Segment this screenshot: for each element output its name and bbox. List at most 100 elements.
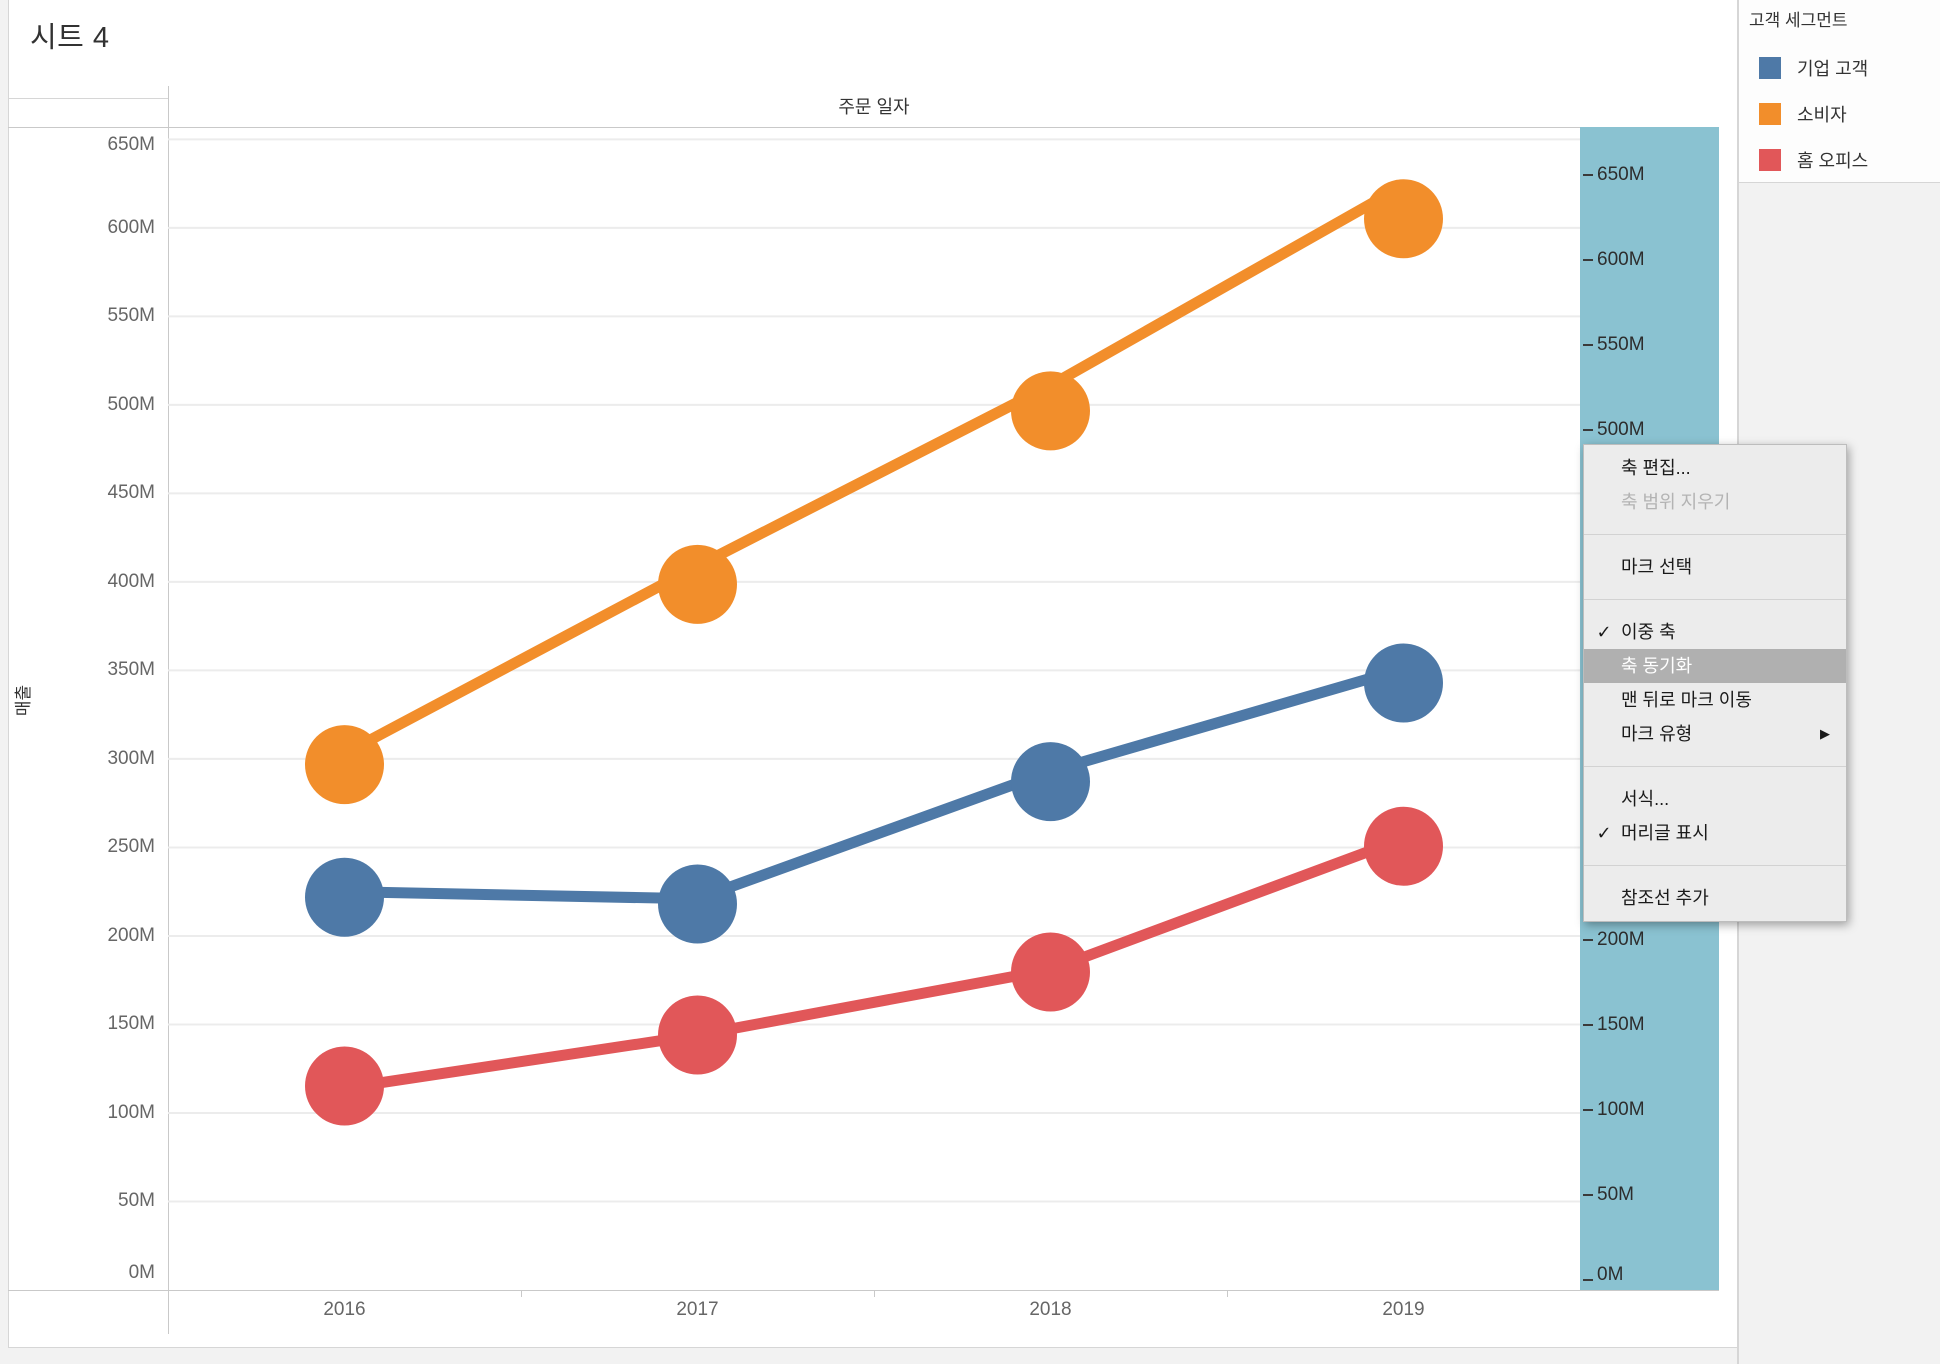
x-axis-line	[8, 1290, 1719, 1291]
menu-separator	[1584, 865, 1846, 866]
sheet-title: 시트 4	[30, 22, 110, 54]
right-axis-tick	[1583, 1109, 1593, 1111]
left-axis: 0M 50M 100M 150M 200M 250M 300M 350M 400M 450M 500…	[0, 0, 160, 1364]
legend-title: 고객 세그먼트	[1749, 11, 1848, 30]
right-axis-tick	[1583, 259, 1593, 261]
circle-mark-소비자-2019[interactable]	[1364, 179, 1443, 259]
menu-item-mark-type[interactable]: 마크 유형 ▶	[1584, 717, 1846, 751]
menu-item-label: 마크 선택	[1621, 557, 1693, 577]
legend-item-corporate[interactable]: 기업 고객	[1739, 51, 1939, 85]
right-axis-tick	[1583, 174, 1593, 176]
menu-item-add-reference-line[interactable]: 참조선 추가	[1584, 881, 1846, 915]
menu-item-label: 축 편집...	[1621, 458, 1691, 478]
legend-swatch-0	[1759, 57, 1781, 79]
menu-separator	[1584, 766, 1846, 767]
x-axis-tick-label: 2016	[323, 1299, 366, 1320]
right-axis-tick-label: 150M	[1597, 1014, 1645, 1035]
left-axis-tick-label: 550M	[107, 305, 155, 327]
left-axis-tick-label: 300M	[107, 747, 155, 769]
worksheet-bottom-border	[8, 1347, 1737, 1348]
right-axis-tick-label: 650M	[1597, 164, 1645, 185]
left-pane-border	[8, 0, 9, 1347]
legend-item-label: 소비자	[1797, 105, 1847, 125]
legend-card: 고객 세그먼트 기업 고객 소비자 홈 오피스	[1739, 0, 1940, 183]
x-axis-tick-label: 2017	[676, 1299, 719, 1320]
menu-item-label: 마크 유형	[1621, 724, 1693, 744]
legend-swatch-2	[1759, 149, 1781, 171]
legend-item-consumer[interactable]: 소비자	[1739, 97, 1939, 131]
right-axis-tick-label: 200M	[1597, 929, 1645, 950]
circle-mark-홈 오피스-2019[interactable]	[1364, 806, 1443, 886]
left-axis-tick-label: 200M	[107, 924, 155, 946]
context-menu: 축 편집... 축 범위 지우기 마크 선택 ✓ 이중 축 축 동기화 맨 뒤로…	[1583, 444, 1847, 922]
menu-item-synchronize-axis[interactable]: 축 동기화	[1584, 649, 1846, 683]
menu-item-select-marks[interactable]: 마크 선택	[1584, 550, 1846, 584]
right-axis-tick-label: 100M	[1597, 1099, 1645, 1120]
left-axis-tick-label: 500M	[107, 393, 155, 415]
circle-mark-홈 오피스-2018[interactable]	[1011, 932, 1090, 1012]
line-mark-홈 오피스[interactable]	[339, 833, 1409, 1094]
circle-mark-홈 오피스-2016[interactable]	[305, 1046, 384, 1126]
left-axis-tick-label: 450M	[107, 482, 155, 504]
left-axis-tick-label: 250M	[107, 836, 155, 858]
right-axis-tick	[1583, 344, 1593, 346]
menu-item-edit-axis[interactable]: 축 편집...	[1584, 451, 1846, 485]
menu-item-label: 축 동기화	[1621, 656, 1693, 676]
plot-area	[168, 138, 1580, 1203]
menu-separator	[1584, 599, 1846, 600]
worksheet-surface	[8, 0, 1737, 1347]
circle-mark-소비자-2018[interactable]	[1011, 371, 1090, 451]
menu-item-label: 축 범위 지우기	[1621, 492, 1731, 512]
left-axis-tick-label: 0M	[128, 1262, 155, 1283]
circle-mark-소비자-2016[interactable]	[305, 725, 384, 805]
circle-mark-기업 고객-2018[interactable]	[1011, 742, 1090, 822]
line-mark-기업 고객[interactable]	[339, 663, 1409, 905]
right-axis-tick-label: 50M	[1597, 1184, 1634, 1205]
circle-mark-기업 고객-2016[interactable]	[305, 857, 384, 937]
plot-top-border	[8, 127, 1719, 128]
menu-item-label: 머리글 표시	[1621, 823, 1709, 843]
menu-separator	[1584, 534, 1846, 535]
column-header: 주문 일자	[838, 97, 910, 117]
right-axis-tick-label: 0M	[1597, 1264, 1624, 1285]
left-axis-tick-label: 100M	[107, 1101, 155, 1123]
x-axis-boundary-tick	[1227, 1290, 1228, 1297]
submenu-arrow-icon: ▶	[1820, 726, 1830, 741]
legend-swatch-1	[1759, 103, 1781, 125]
circle-mark-기업 고객-2017[interactable]	[658, 864, 737, 944]
left-axis-border	[168, 86, 169, 1334]
right-axis-tick-label: 600M	[1597, 249, 1645, 270]
left-axis-tick-label: 600M	[107, 216, 155, 238]
right-axis-tick-label: 550M	[1597, 334, 1645, 355]
menu-item-label: 이중 축	[1621, 622, 1676, 642]
left-axis-tick-label: 50M	[118, 1190, 155, 1212]
right-axis-tick	[1583, 939, 1593, 941]
right-axis-tick	[1583, 1194, 1593, 1196]
circle-mark-기업 고객-2019[interactable]	[1364, 643, 1443, 723]
x-axis-tick-label: 2019	[1382, 1299, 1425, 1320]
left-axis-tick-label: 650M	[107, 134, 155, 155]
x-axis-boundary-tick	[874, 1290, 875, 1297]
legend-item-label: 홈 오피스	[1797, 151, 1869, 171]
menu-item-format[interactable]: 서식...	[1584, 782, 1846, 816]
right-axis-tick	[1583, 1024, 1593, 1026]
line-mark-소비자[interactable]	[339, 179, 1409, 760]
circle-mark-소비자-2017[interactable]	[658, 544, 737, 624]
checkmark-icon: ✓	[1596, 823, 1612, 843]
legend-item-label: 기업 고객	[1797, 59, 1869, 79]
right-axis-tick	[1583, 429, 1593, 431]
left-axis-tick-label: 150M	[107, 1013, 155, 1035]
left-axis-tick-label: 400M	[107, 570, 155, 592]
axis-area-top-border	[8, 98, 168, 99]
x-axis-boundary-tick	[521, 1290, 522, 1297]
right-axis-tick	[1583, 1279, 1593, 1281]
circle-mark-홈 오피스-2017[interactable]	[658, 995, 737, 1075]
x-axis-tick-label: 2018	[1029, 1299, 1072, 1320]
menu-item-show-header[interactable]: ✓ 머리글 표시	[1584, 816, 1846, 850]
checkmark-icon: ✓	[1596, 622, 1612, 642]
menu-item-move-marks-to-back[interactable]: 맨 뒤로 마크 이동	[1584, 683, 1846, 717]
menu-item-label: 맨 뒤로 마크 이동	[1621, 690, 1752, 710]
menu-item-dual-axis[interactable]: ✓ 이중 축	[1584, 615, 1846, 649]
legend-item-home-office[interactable]: 홈 오피스	[1739, 143, 1939, 177]
